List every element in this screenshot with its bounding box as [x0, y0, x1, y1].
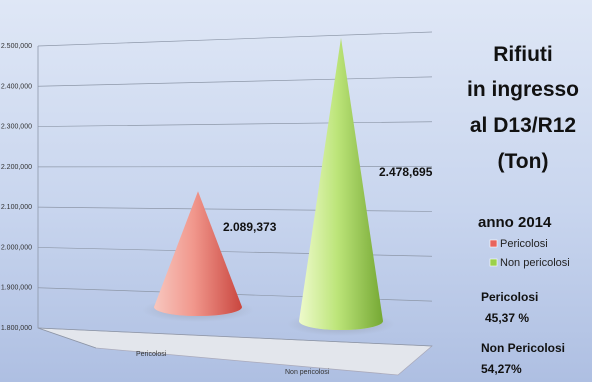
y-axis-tick-labels: 1.800,000 1.900,000 2.000,000 2.100,000 2.20… — [1, 43, 32, 332]
legend: anno 2014 Pericolosi Non pericolosi — [478, 214, 570, 269]
cone-marks — [142, 37, 395, 336]
data-label: 2.089,373 — [223, 220, 277, 234]
gridline — [37, 121, 433, 127]
percentage-annotations: Pericolosi 45,37 % Non Pericolosi 54,27% — [481, 290, 565, 376]
category-label: Pericolosi — [136, 351, 167, 358]
title-line-1: Rifiuti — [493, 43, 552, 66]
chart-title: Rifiuti in ingresso al D13/R12 (Ton) — [467, 43, 579, 173]
y-tick-label: 2.300,000 — [1, 124, 32, 131]
gridline — [37, 327, 433, 347]
title-line-2: in ingresso — [467, 78, 579, 101]
title-line-4: (Ton) — [498, 150, 549, 173]
y-tick-label: 1.800,000 — [1, 325, 32, 332]
data-label: 2.478,695 — [379, 165, 433, 179]
legend-swatch-non-pericolosi — [489, 258, 498, 267]
data-labels: 2.089,373 2.478,695 — [223, 165, 433, 234]
y-tick-label: 2.500,000 — [1, 43, 32, 50]
title-line-3: al D13/R12 — [470, 114, 576, 137]
cone-non-pericolosi — [299, 37, 383, 330]
category-labels: Pericolosi Non pericolosi — [136, 351, 330, 376]
gridline — [37, 31, 433, 47]
legend-title: anno 2014 — [478, 214, 552, 231]
legend-swatch-pericolosi — [489, 239, 498, 248]
y-tick-label: 1.900,000 — [1, 285, 32, 292]
y-tick-label: 2.100,000 — [1, 204, 32, 211]
annotation-non-pericolosi-label: Non Pericolosi — [481, 341, 565, 355]
y-tick-label: 2.200,000 — [1, 164, 32, 171]
annotation-pericolosi-value: 45,37 % — [485, 311, 529, 325]
legend-label-pericolosi: Pericolosi — [500, 238, 548, 250]
category-label: Non pericolosi — [285, 369, 330, 376]
y-tick-label: 2.400,000 — [1, 83, 32, 90]
annotation-pericolosi-label: Pericolosi — [481, 290, 538, 304]
y-tick-label: 2.000,000 — [1, 244, 32, 251]
annotation-non-pericolosi-value: 54,27% — [481, 362, 522, 376]
gridline — [37, 76, 433, 87]
legend-label-non-pericolosi: Non pericolosi — [500, 257, 570, 269]
cone-pericolosi — [154, 191, 242, 316]
